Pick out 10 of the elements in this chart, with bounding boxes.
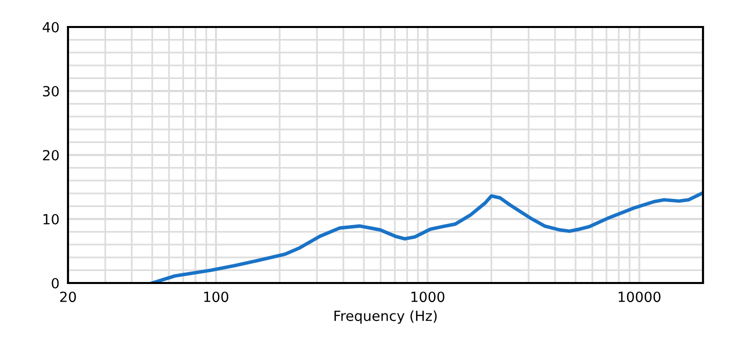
y-tick-label: 0 [52,278,59,288]
x-tick-label: 20 [60,292,76,302]
y-tick-label: 30 [43,86,59,96]
y-tick-label: 40 [42,22,59,32]
x-tick-label: 1000 [411,292,444,302]
y-tick-label: 20 [43,150,59,160]
x-tick-label: 100 [204,292,228,302]
x-axis-title: Frequency (Hz) [334,310,437,324]
y-tick-label: 10 [44,214,59,224]
x-tick-label: 10000 [618,292,660,302]
